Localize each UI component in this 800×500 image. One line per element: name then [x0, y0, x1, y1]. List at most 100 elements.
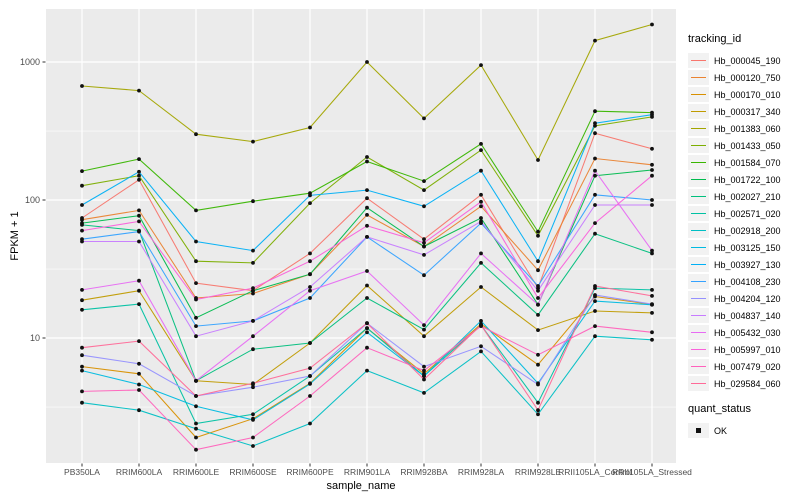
data-point-Hb_001433_050 [137, 173, 141, 178]
data-point-Hb_000170_010 [536, 362, 540, 367]
data-point-Hb_004837_140 [365, 235, 369, 239]
data-point-Hb_003125_150 [251, 418, 255, 422]
data-point-Hb_000120_750 [593, 156, 597, 161]
data-point-Hb_000045_190 [194, 281, 198, 285]
data-point-Hb_002571_020 [650, 288, 654, 292]
data-point-Hb_002571_020 [137, 302, 141, 306]
legend-key [688, 325, 709, 340]
legend-line-swatch [691, 111, 706, 112]
legend-line-swatch [691, 349, 706, 350]
x-tick-label: RRII105LA_Control [558, 467, 632, 477]
data-point-Hb_001584_070 [80, 169, 84, 174]
data-point-Hb_029584_060 [137, 339, 141, 343]
data-point-Hb_000120_750 [650, 162, 654, 167]
legend-line-swatch [691, 281, 706, 282]
data-point-Hb_001584_070 [251, 199, 255, 204]
data-point-Hb_001433_050 [536, 233, 540, 238]
legend-item: Hb_002918_200 [688, 222, 798, 239]
legend-key [688, 240, 709, 255]
data-point-Hb_001383_060 [137, 88, 141, 93]
data-point-Hb_005432_030 [251, 334, 255, 339]
legend-item: Hb_005432_030 [688, 324, 798, 341]
data-point-Hb_003125_150 [80, 368, 84, 373]
data-point-Hb_002918_200 [308, 421, 312, 426]
legend-item-label: Hb_000170_010 [714, 89, 781, 100]
data-point-Hb_002571_020 [536, 400, 540, 405]
data-point-Hb_005432_030 [593, 168, 597, 173]
data-point-Hb_001722_100 [251, 288, 255, 293]
x-axis-title: sample_name [326, 480, 396, 492]
data-point-Hb_002918_200 [137, 408, 141, 413]
data-point-Hb_001383_060 [365, 60, 369, 64]
data-point-Hb_002918_200 [251, 444, 255, 448]
data-point-Hb_004837_140 [80, 239, 84, 244]
data-point-Hb_002027_210 [536, 313, 540, 317]
legend-item: Hb_003927_130 [688, 256, 798, 273]
data-point-Hb_002027_210 [308, 341, 312, 345]
legend-items: Hb_000045_190 Hb_000120_750 Hb_000170_010 H… [688, 52, 798, 392]
data-point-Hb_005432_030 [536, 302, 540, 307]
data-point-Hb_007479_020 [308, 394, 312, 398]
data-point-Hb_001433_050 [194, 259, 198, 264]
legend-item: Hb_001584_070 [688, 154, 798, 171]
legend-key [688, 70, 709, 85]
x-tick-label: RRIM600SE [229, 467, 277, 477]
data-point-Hb_002918_200 [422, 391, 426, 395]
data-point-Hb_005997_010 [422, 240, 426, 245]
data-point-Hb_005432_030 [422, 323, 426, 327]
x-tick-label: PB350LA [64, 467, 100, 477]
data-point-Hb_000317_340 [137, 288, 141, 293]
legend-key [688, 274, 709, 289]
data-point-Hb_001584_070 [593, 109, 597, 114]
data-point-Hb_000317_340 [650, 311, 654, 315]
data-point-Hb_001722_100 [308, 272, 312, 277]
data-point-Hb_002571_020 [365, 326, 369, 330]
data-point-Hb_001584_070 [536, 229, 540, 234]
data-point-Hb_004204_120 [479, 344, 483, 349]
data-point-Hb_002027_210 [593, 231, 597, 236]
legend-item: Hb_004108_230 [688, 273, 798, 290]
legend-item-label: Hb_000120_750 [714, 72, 781, 83]
legend-item-label: Hb_001722_100 [714, 174, 781, 185]
data-point-Hb_004837_140 [593, 203, 597, 207]
legend-key [688, 87, 709, 102]
y-axis-title: FPKM + 1 [9, 211, 21, 261]
legend-key [688, 121, 709, 136]
data-point-Hb_005997_010 [251, 286, 255, 290]
data-point-Hb_003927_130 [650, 112, 654, 117]
data-point-Hb_007479_020 [80, 389, 84, 394]
legend-key [688, 308, 709, 323]
legend-item-label: Hb_002027_210 [714, 191, 781, 202]
legend-key [688, 342, 709, 357]
data-point-Hb_000045_190 [422, 237, 426, 242]
legend-key [688, 257, 709, 272]
data-point-Hb_004108_230 [536, 284, 540, 288]
data-point-Hb_000045_190 [593, 131, 597, 136]
data-point-Hb_002027_210 [650, 251, 654, 256]
legend-line-swatch [691, 247, 706, 248]
data-point-Hb_029584_060 [422, 377, 426, 382]
data-point-Hb_001383_060 [308, 125, 312, 130]
legend-key [688, 291, 709, 306]
data-point-Hb_005997_010 [536, 296, 540, 300]
x-tick-label: RRIM600LA [116, 467, 163, 477]
legend-item: Hb_000045_190 [688, 52, 798, 69]
legend-item: Hb_000317_340 [688, 103, 798, 120]
data-point-Hb_001433_050 [422, 188, 426, 193]
legend-item-label: Hb_007479_020 [714, 361, 781, 372]
data-point-Hb_003927_130 [251, 248, 255, 253]
legend-key [688, 376, 709, 391]
data-point-Hb_002027_210 [251, 347, 255, 352]
data-point-Hb_029584_060 [650, 294, 654, 298]
legend-line-swatch [691, 196, 706, 197]
data-point-Hb_000317_340 [593, 309, 597, 313]
data-point-Hb_003927_130 [308, 193, 312, 198]
data-point-Hb_000045_190 [479, 192, 483, 197]
y-tick-label: 1000 [20, 57, 40, 67]
data-point-Hb_002027_210 [422, 327, 426, 332]
data-point-Hb_000120_750 [137, 208, 141, 213]
data-point-Hb_029584_060 [80, 345, 84, 350]
legend-item-label: Hb_004204_120 [714, 293, 781, 304]
data-point-Hb_000317_340 [536, 328, 540, 332]
legend-item: Hb_004837_140 [688, 307, 798, 324]
